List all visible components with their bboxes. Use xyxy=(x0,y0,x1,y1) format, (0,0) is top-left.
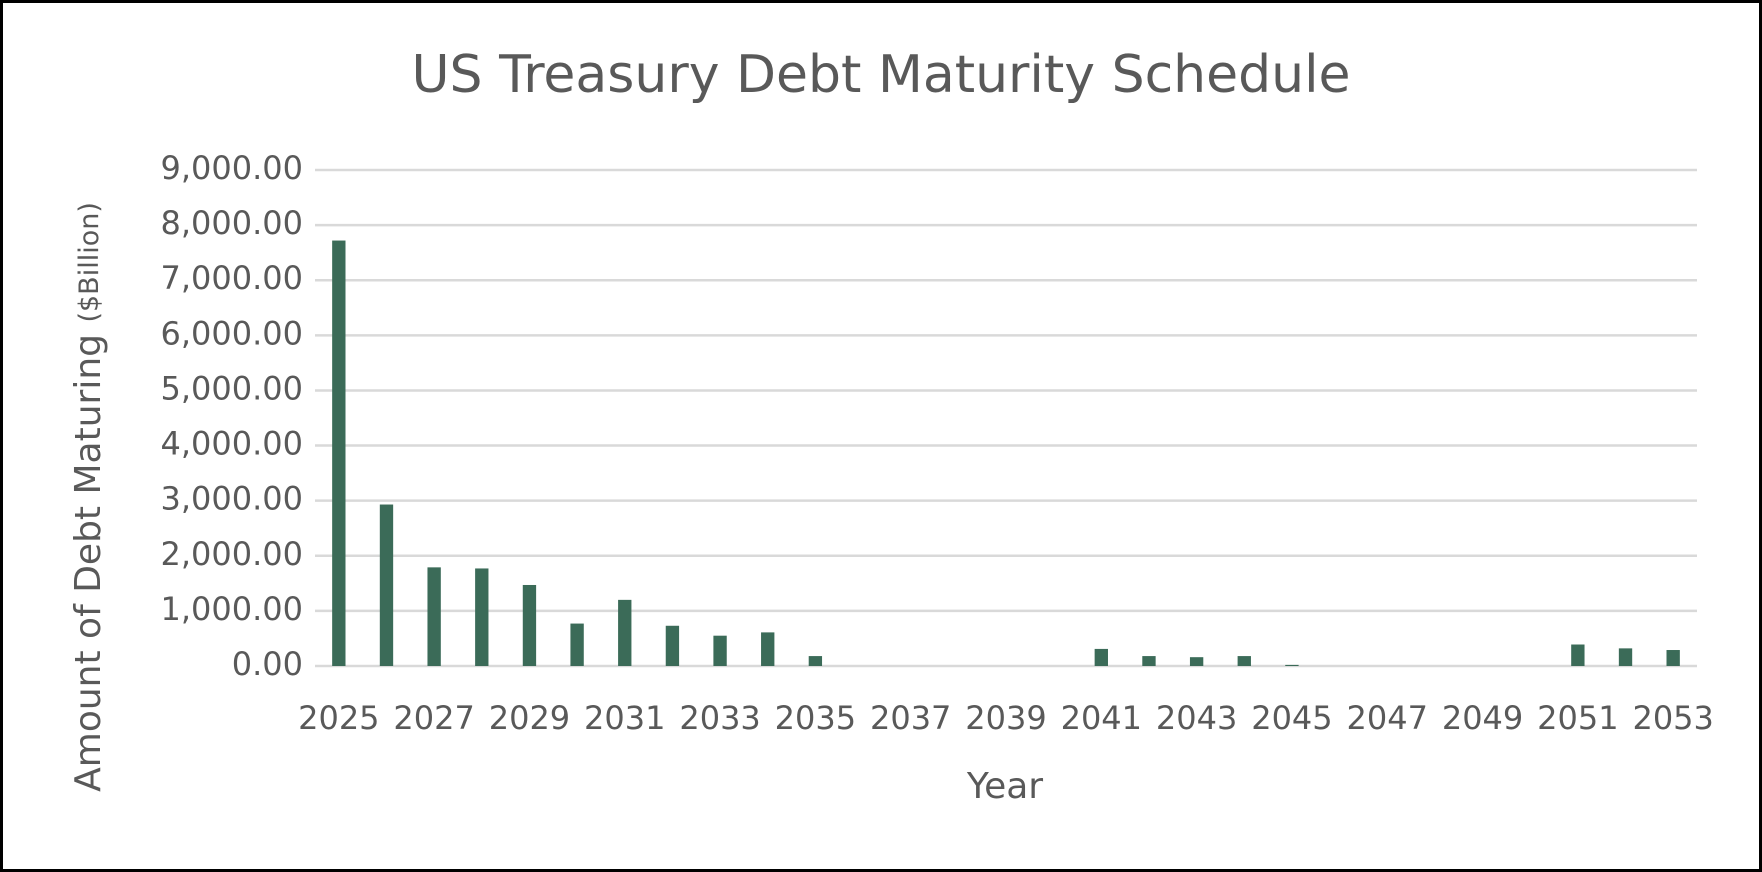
x-tick-label: 2029 xyxy=(489,699,570,737)
bar xyxy=(1189,657,1204,666)
x-tick-label: 2027 xyxy=(393,699,474,737)
y-tick-label: 4,000.00 xyxy=(161,425,304,463)
y-axis-title-main: Amount of Debt Maturing xyxy=(68,334,109,792)
y-tick-label: 2,000.00 xyxy=(161,535,304,573)
bar xyxy=(808,656,823,666)
x-tick-label: 2041 xyxy=(1061,699,1142,737)
x-tick-label: 2037 xyxy=(870,699,951,737)
y-axis-title: Amount of Debt Maturing ($Billion) xyxy=(68,202,109,792)
bar xyxy=(427,567,441,666)
bar xyxy=(1571,644,1585,666)
y-tick-label: 0.00 xyxy=(232,645,303,683)
bar xyxy=(332,240,346,666)
x-tick-label: 2025 xyxy=(298,699,379,737)
x-tick-label: 2049 xyxy=(1442,699,1523,737)
bar xyxy=(1666,650,1680,666)
y-tick-label: 8,000.00 xyxy=(161,204,304,242)
bar xyxy=(1618,648,1633,666)
x-tick-label: 2047 xyxy=(1347,699,1428,737)
x-tick-label: 2033 xyxy=(679,699,760,737)
bar xyxy=(713,635,727,666)
bar xyxy=(379,504,394,666)
chart-title: US Treasury Debt Maturity Schedule xyxy=(411,45,1350,105)
y-tick-label: 1,000.00 xyxy=(161,590,304,628)
x-tick-label: 2051 xyxy=(1537,699,1618,737)
bar xyxy=(1285,664,1299,666)
y-tick-label: 5,000.00 xyxy=(161,369,304,407)
bar xyxy=(570,623,584,666)
bar xyxy=(1094,648,1108,666)
y-tick-label: 6,000.00 xyxy=(161,314,304,352)
x-tick-label: 2031 xyxy=(584,699,665,737)
bar xyxy=(665,625,680,666)
x-axis-title: Year xyxy=(966,766,1043,807)
x-tick-label: 2053 xyxy=(1632,699,1713,737)
bar xyxy=(761,632,775,666)
y-tick-label: 7,000.00 xyxy=(161,259,304,297)
bar xyxy=(475,568,489,666)
y-tick-label: 9,000.00 xyxy=(161,149,304,187)
x-tick-label: 2045 xyxy=(1251,699,1332,737)
bar xyxy=(1142,656,1156,666)
bar xyxy=(618,599,632,666)
y-axis-title-unit: ($Billion) xyxy=(74,202,105,322)
x-tick-label: 2043 xyxy=(1156,699,1237,737)
x-tick-label: 2035 xyxy=(775,699,856,737)
y-tick-label: 3,000.00 xyxy=(161,480,304,518)
bar xyxy=(1237,656,1251,666)
x-tick-label: 2039 xyxy=(965,699,1046,737)
bar xyxy=(522,584,537,666)
